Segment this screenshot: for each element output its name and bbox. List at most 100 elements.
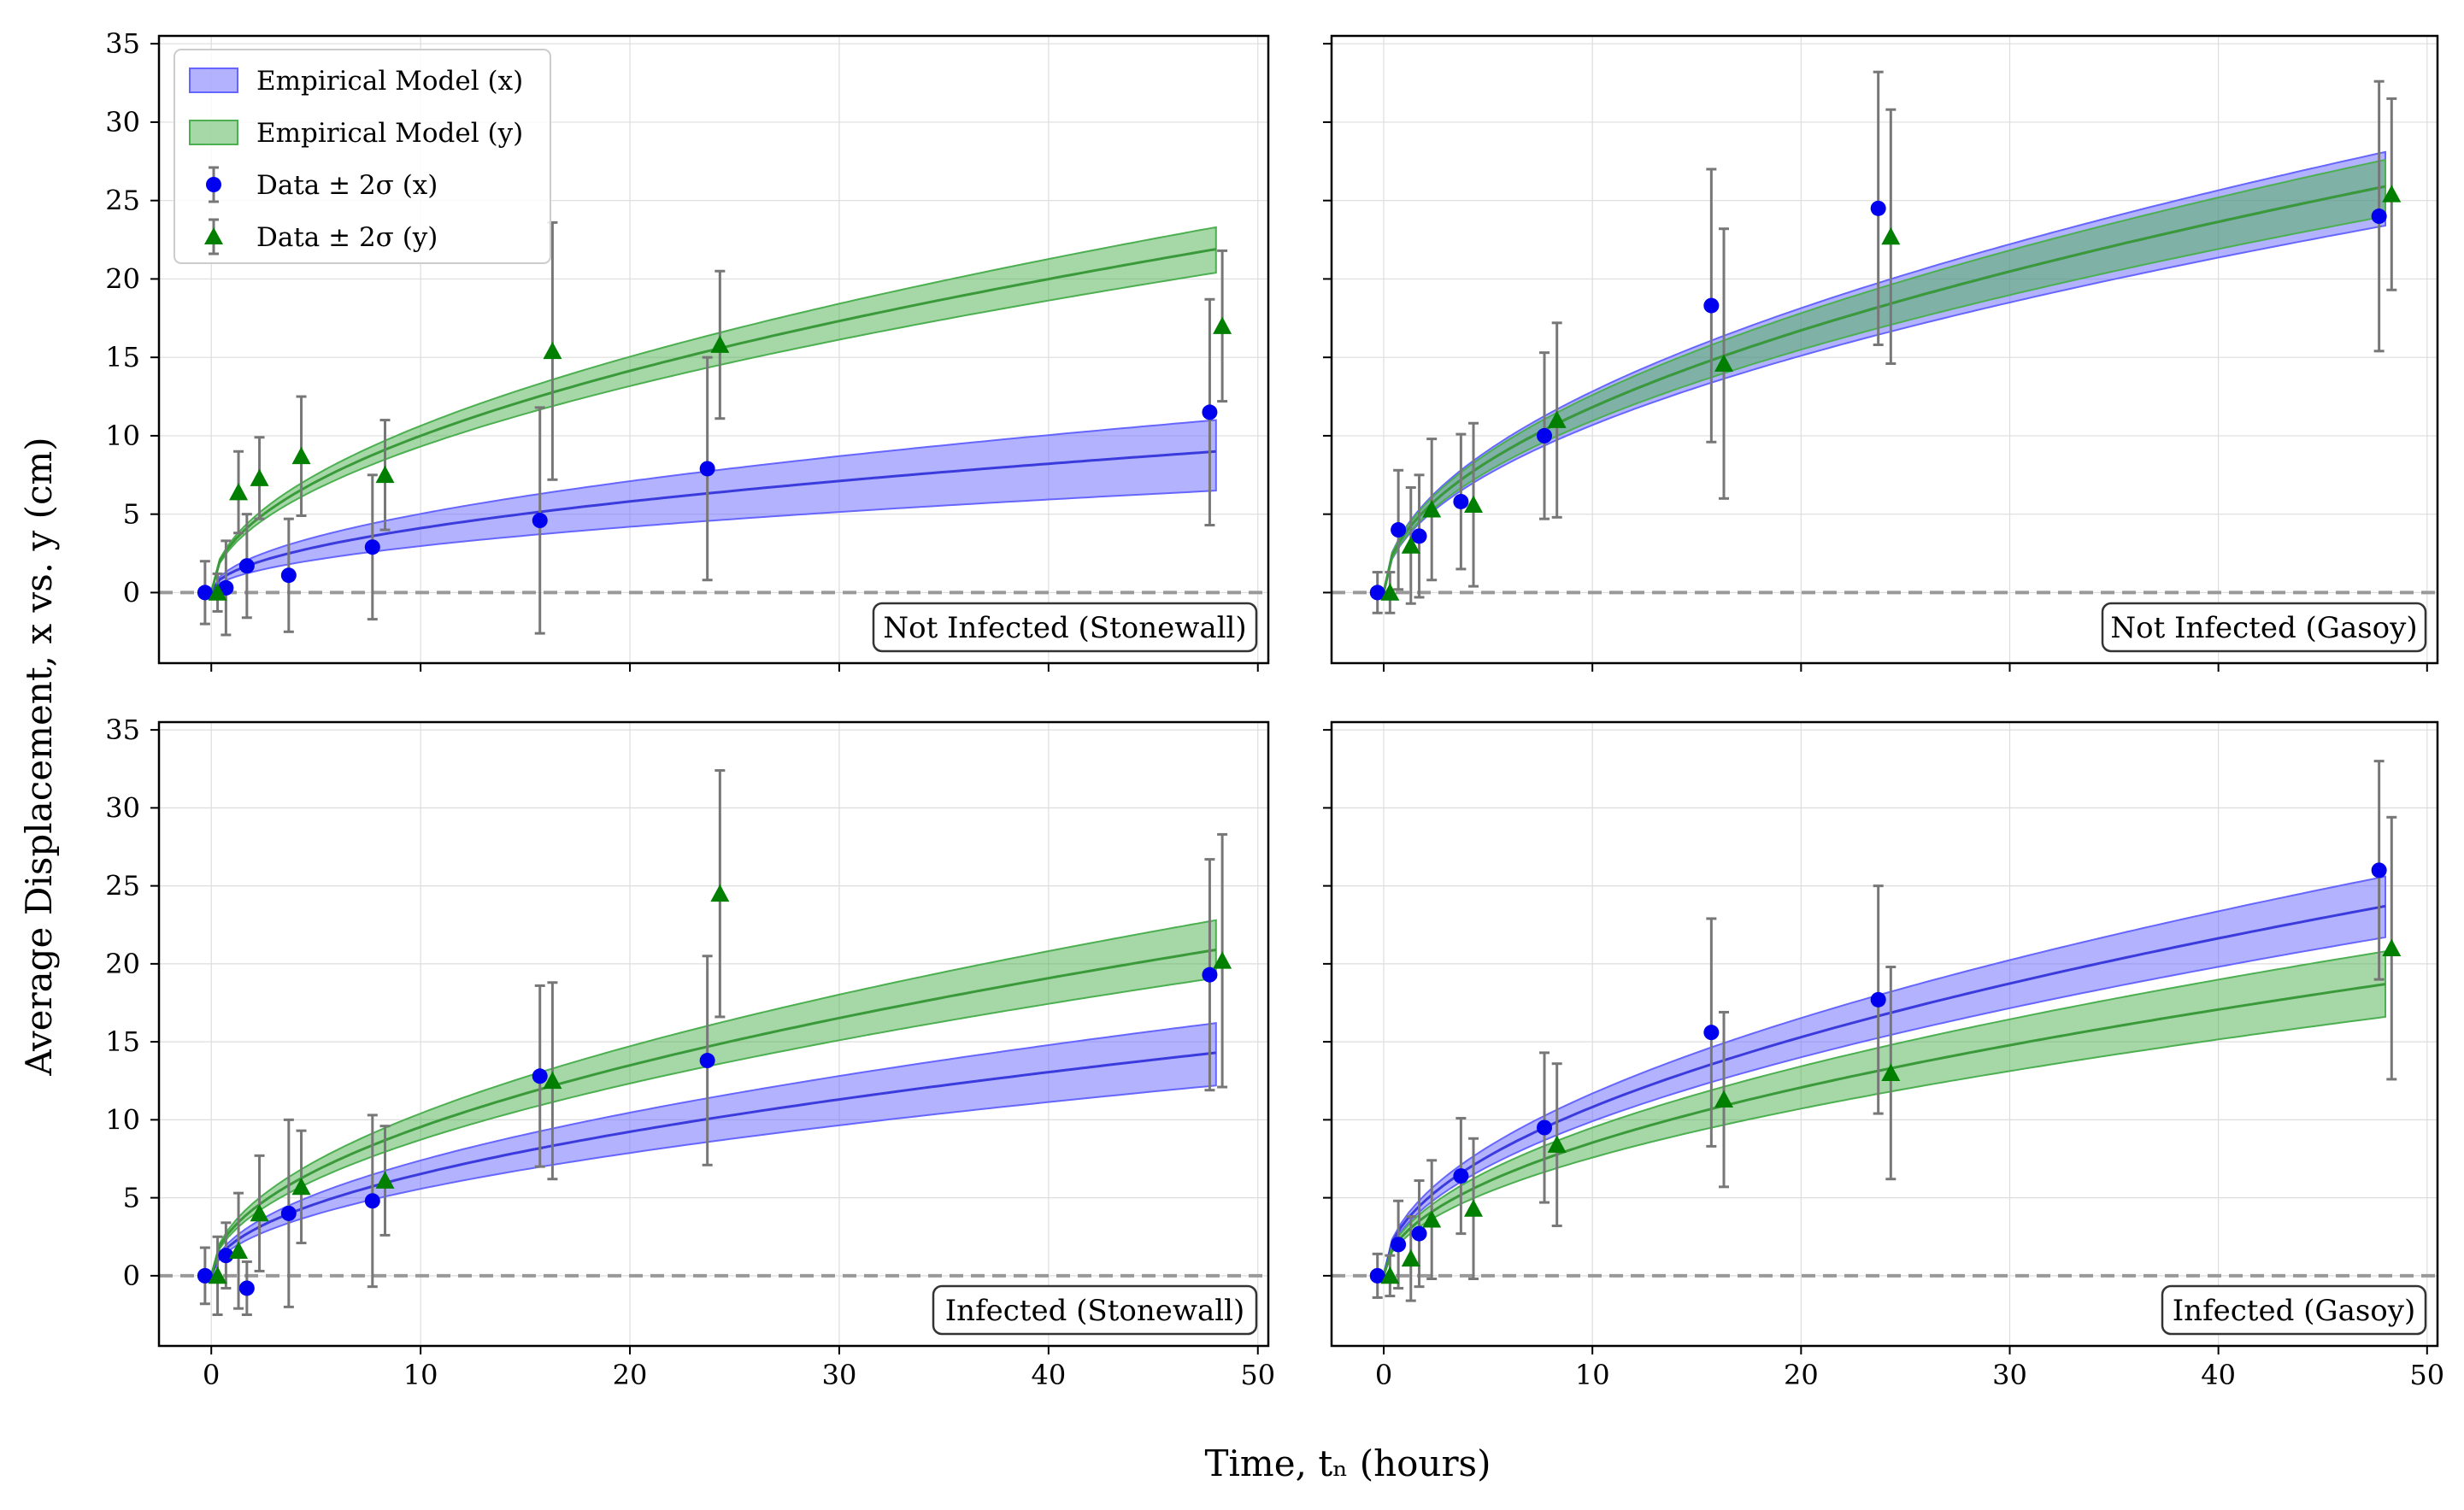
data-y-point: [1213, 951, 1232, 969]
legend-marker-x: [206, 177, 221, 192]
data-x-point: [532, 1068, 548, 1084]
data-y-point: [250, 468, 269, 486]
panel-4: 0 10 20 30 40 50 Infected (Gasoy): [1323, 720, 2444, 1391]
panel-annotation-box: [2161, 1284, 2427, 1336]
data-y-point: [208, 583, 227, 601]
data-x-point: [1870, 200, 1886, 216]
y-tick-label: 10: [105, 420, 140, 452]
data-x-point: [238, 1280, 255, 1296]
y-tick-label: 25: [105, 185, 140, 217]
x-axis-title: Time, tₙ (hours): [1204, 1442, 1491, 1484]
data-y-point: [291, 1177, 311, 1196]
data-y-point: [375, 1171, 395, 1189]
legend-label: Data ± 2σ (x): [256, 170, 438, 201]
x-tick-label: 40: [1031, 1359, 1066, 1391]
model-y-curve: [209, 949, 1217, 1277]
y-tick-label: 15: [105, 1025, 140, 1058]
panel-frame: [157, 720, 1270, 1348]
data-x-point: [1870, 991, 1886, 1008]
panel-frame: [1330, 720, 2439, 1348]
data-y-point: [1547, 1135, 1567, 1153]
panel-annotation-box: [872, 602, 1258, 653]
legend-swatch-band-y: [189, 120, 238, 145]
data-x-point: [238, 558, 255, 574]
y-tick-label: 35: [105, 27, 140, 60]
x-tick-label: 30: [822, 1359, 857, 1391]
x-tick-label: 20: [1784, 1359, 1819, 1391]
data-x-point: [699, 461, 715, 477]
data-x-point: [1369, 585, 1385, 601]
data-y-point: [1380, 583, 1400, 601]
data-x-point: [280, 1205, 297, 1221]
legend-frame: [173, 49, 551, 264]
data-y-point: [1881, 1063, 1901, 1081]
model-y-curve: [1382, 983, 2386, 1277]
plot-area: [1332, 36, 2438, 663]
x-tick-label: 0: [203, 1359, 220, 1391]
y-tick-label: 30: [105, 791, 140, 824]
data-x-point: [218, 1248, 234, 1264]
data-x-point: [1703, 1025, 1720, 1041]
data-y-point: [1547, 410, 1567, 428]
data-y-point: [710, 884, 730, 902]
data-y-point: [1380, 1266, 1400, 1284]
data-y-point: [375, 465, 395, 484]
data-y-point: [543, 1071, 562, 1090]
x-tick-label: 40: [2201, 1359, 2236, 1391]
data-y-point: [1422, 500, 1442, 518]
panel-3: 0 10 20 30 40 50 0 5 10 15 20 25 30 35 Infected (Stone…: [105, 714, 1275, 1391]
x-tick-label: 50: [1240, 1359, 1275, 1391]
x-tick-label: 10: [1575, 1359, 1610, 1391]
model-x-band: [210, 419, 1217, 594]
data-x-point: [1391, 522, 1407, 538]
data-y-point: [1401, 536, 1420, 554]
data-x-point: [364, 539, 380, 555]
data-x-point: [1703, 297, 1720, 314]
panel-annotation: Infected (Gasoy): [2173, 1294, 2416, 1328]
panel-annotation-box: [932, 1284, 1258, 1336]
panels: 0 5 10 15 20 25 30 35 Not Infected (Stonewall) No…: [105, 27, 2444, 1391]
y-tick-label: 20: [105, 948, 140, 980]
x-tick-label: 30: [1992, 1359, 2027, 1391]
legend-label: Data ± 2σ (y): [256, 222, 438, 253]
x-tick-label: 10: [403, 1359, 438, 1391]
data-y-point: [1213, 316, 1232, 334]
data-y-point: [543, 341, 562, 360]
panel-annotation: Not Infected (Gasoy): [2110, 611, 2417, 645]
data-x-point: [1411, 528, 1427, 544]
legend-label: Empirical Model (y): [256, 118, 523, 149]
data-y-point: [1464, 1199, 1484, 1217]
data-x-point: [1202, 404, 1218, 420]
data-x-point: [1411, 1225, 1427, 1242]
y-tick-label: 15: [105, 341, 140, 373]
x-tick-label: 20: [613, 1359, 648, 1391]
panel-annotation-box: [2101, 602, 2427, 653]
data-x-point: [197, 1267, 213, 1284]
x-tick-label: 50: [2409, 1359, 2444, 1391]
data-x-point: [1391, 1237, 1407, 1253]
data-y-point: [229, 482, 249, 501]
model-y-band: [210, 919, 1217, 1277]
data-x-point: [280, 567, 297, 584]
data-x-point: [1369, 1267, 1385, 1284]
model-x-curve: [209, 449, 1216, 594]
y-tick-label: 30: [105, 106, 140, 138]
data-x-point: [1453, 1168, 1469, 1184]
panel-annotation: Not Infected (Stonewall): [883, 611, 1246, 645]
legend-label: Empirical Model (x): [256, 66, 523, 97]
data-y-point: [1881, 226, 1901, 245]
panel-frame: [157, 34, 1270, 665]
y-tick-label: 35: [105, 714, 140, 746]
legend-marker-y: [204, 227, 223, 244]
data-x-point: [1537, 427, 1553, 444]
plot-area: [159, 722, 1268, 1346]
legend-swatch-band-x: [189, 68, 238, 93]
data-y-point: [229, 1241, 249, 1260]
data-x-point: [2371, 209, 2387, 225]
data-y-point: [2382, 938, 2402, 956]
data-y-point: [710, 335, 730, 353]
y-tick-label: 0: [123, 576, 140, 608]
model-y-band: [1383, 158, 2386, 593]
data-y-point: [1464, 495, 1484, 514]
